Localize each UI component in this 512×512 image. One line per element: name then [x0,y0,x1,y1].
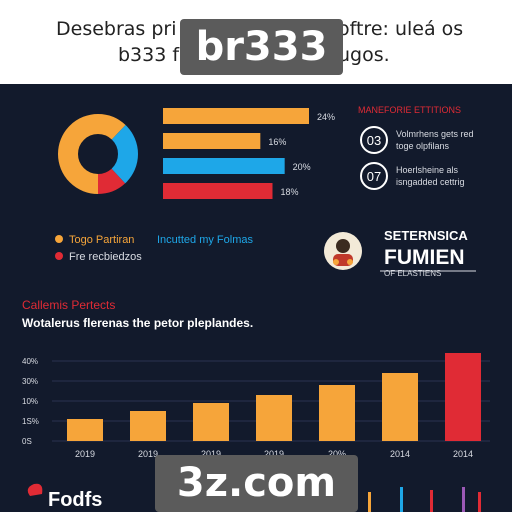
legend-label-2: Fre recbiedzos [69,251,142,263]
number-circle-icon [360,126,388,154]
y-tick-label: 10% [22,397,38,406]
x-tick-label: 2019 [264,449,284,459]
hbar-label-2: 16% [268,137,286,147]
legend-label-1b: Incutted my Folmas [157,234,253,246]
hbar-label-4: 18% [281,187,299,197]
donut-slice-3 [58,114,138,194]
y-tick-label: 1S% [22,417,39,426]
hbar-3 [163,158,285,174]
x-tick-label: 2014 [453,449,473,459]
hbar-2 [163,133,261,149]
side-item-line1: Volmrhens gets red [396,129,474,139]
logo-line1: SETERNSICA [384,228,468,243]
chart-subtitle: Wotalerus flerenas the petor pleplandes. [22,316,253,330]
bar-7 [445,353,481,441]
footer-brand: Fodfs [27,483,481,512]
side-item-line2: toge olpfilans [396,141,450,151]
footer-bar-mark [430,490,433,512]
y-tick-label: 40% [22,357,38,366]
side-item-line1: Hoerlsheine als [396,165,459,175]
bar-5 [319,385,355,441]
bar-3 [193,403,229,441]
watermark-badge-top: br333 [180,19,343,75]
footer-brand-text: Fodfs [48,489,102,511]
x-tick-label: 2019 [75,449,95,459]
chart-title: Callemis Pertects [22,298,115,312]
bar-2 [130,411,166,441]
y-tick-label: 30% [22,377,38,386]
watermark-badge-bottom: 3z.com [155,455,358,512]
side-item-number: 07 [367,169,381,184]
x-tick-label: 2014 [390,449,410,459]
side-item-number: 03 [367,133,381,148]
x-tick-label: 20% [328,449,346,459]
hbar-4 [163,183,273,199]
bar-6 [382,373,418,441]
donut-chart [58,114,138,194]
legend-dot-orange [55,235,63,243]
footer-bar-mark [478,492,481,512]
bar-1 [67,419,103,441]
bar-4 [256,395,292,441]
hbar-1 [163,108,309,124]
logo: SETERNSICA FUMIEN OF ELASTIENS [324,228,476,278]
side-item-1: 03 Volmrhens gets red toge olpfilans [360,126,474,154]
vertical-bar-chart: 0S 1S% 10% 30% 40% 2019 2019 2019 2019 20% 2014 201… [22,353,490,459]
x-tick-label: 2019 [138,449,158,459]
side-item-2: 07 Hoerlsheine als isngadded cettrig [360,162,465,190]
legend-dot-red [55,252,63,260]
side-item-line2: isngadded cettrig [396,177,465,187]
side-panel-heading: MANEFORIE ETTITIONS [358,105,461,115]
footer-bar-mark [462,487,465,512]
number-circle-icon [360,162,388,190]
logo-line3: OF ELASTIENS [384,269,441,278]
x-tick-label: 2019 [201,449,221,459]
hbar-label-3: 20% [293,162,311,172]
hbar-label-1: 24% [317,112,335,122]
legend: Togo Partiran Incutted my Folmas Fre rec… [55,234,253,263]
horizontal-bar-chart: 24% 16% 20% 18% [163,108,335,199]
footer-bar-mark [368,492,371,512]
legend-label-1: Togo Partiran [69,234,134,246]
logo-line2: FUMIEN [384,246,465,269]
y-tick-label: 0S [22,437,32,446]
footer-bar-mark [400,487,403,512]
brand-mark-icon [27,483,43,496]
donut-slice-2 [58,114,138,194]
